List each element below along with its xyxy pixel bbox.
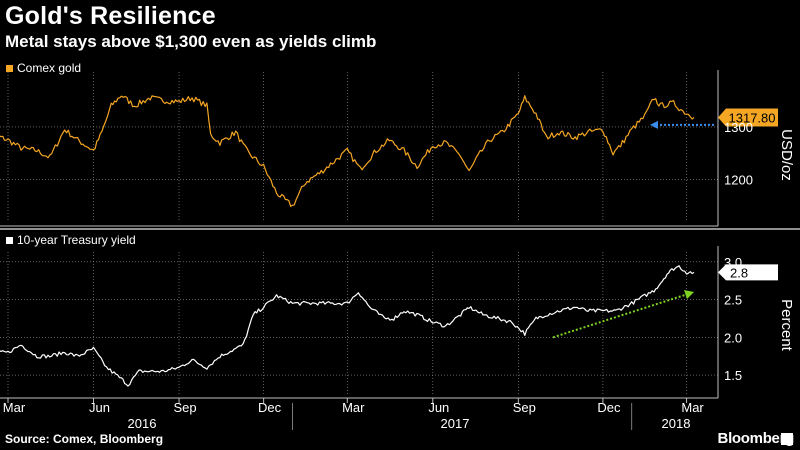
brand-logo-mark [781,433,793,445]
x-month-label-6: Sep [513,400,536,415]
chart-title: Gold's Resilience [5,2,216,30]
yield-last-value-label: 2.8 [730,265,748,280]
legend-label-yield: 10-year Treasury yield [17,233,136,247]
yield-series [0,265,695,387]
x-month-label-8: Mar [681,400,704,415]
x-month-label-4: Mar [342,400,365,415]
x-year-label-0: 2016 [128,416,157,431]
legend-swatch-yield [6,236,13,244]
legend-yield: 10-year Treasury yield [6,233,136,247]
gold-last-value-box [718,108,778,127]
gold-ytick-0: 1200 [724,173,753,188]
yield-trend-arrow-head [684,290,694,299]
gold-ylabel: USD/oz [778,129,795,181]
legend-label-gold: Comex gold [17,61,82,75]
legend-gold: Comex gold [6,61,81,75]
x-month-label-5: Jun [428,400,449,415]
x-year-label-2: 2018 [662,416,691,431]
x-month-label-2: Sep [173,400,196,415]
x-month-label-3: Dec [258,400,282,415]
yield-ylabel: Percent [778,299,795,352]
source-note: Source: Comex, Bloomberg [5,432,164,446]
yield-trend-arrow-line [552,293,689,339]
gold-line [0,95,695,207]
x-month-label-7: Dec [597,400,621,415]
x-month-label-0: Mar [3,400,26,415]
gold-series [0,95,695,207]
yield-ytick-1: 2.0 [724,330,742,345]
gold-last-value-label: 1317.80 [729,111,776,126]
brand-logo: Bloomberg [717,430,795,447]
legend-swatch-gold [6,64,13,72]
annotations: 1317.80 2.8 [552,108,793,445]
yield-ytick-3: 3.0 [724,255,742,270]
yield-last-value-box [718,264,778,281]
yield-ytick-0: 1.5 [724,368,742,383]
chart-subtitle: Metal stays above $1,300 even as yields … [5,32,377,51]
x-year-label-1: 2017 [441,416,470,431]
gold-arrow-head [650,120,658,129]
yield-grid [0,252,718,394]
axes [0,70,800,430]
yield-ytick-2: 2.5 [724,293,742,308]
tick-labels: 1200 1300 1.5 2.0 2.5 3.0 USD/oz Percent Mar Jun S… [3,120,795,431]
x-month-label-1: Jun [89,400,110,415]
yield-line [0,265,695,387]
gold-ytick-1: 1300 [724,120,753,135]
